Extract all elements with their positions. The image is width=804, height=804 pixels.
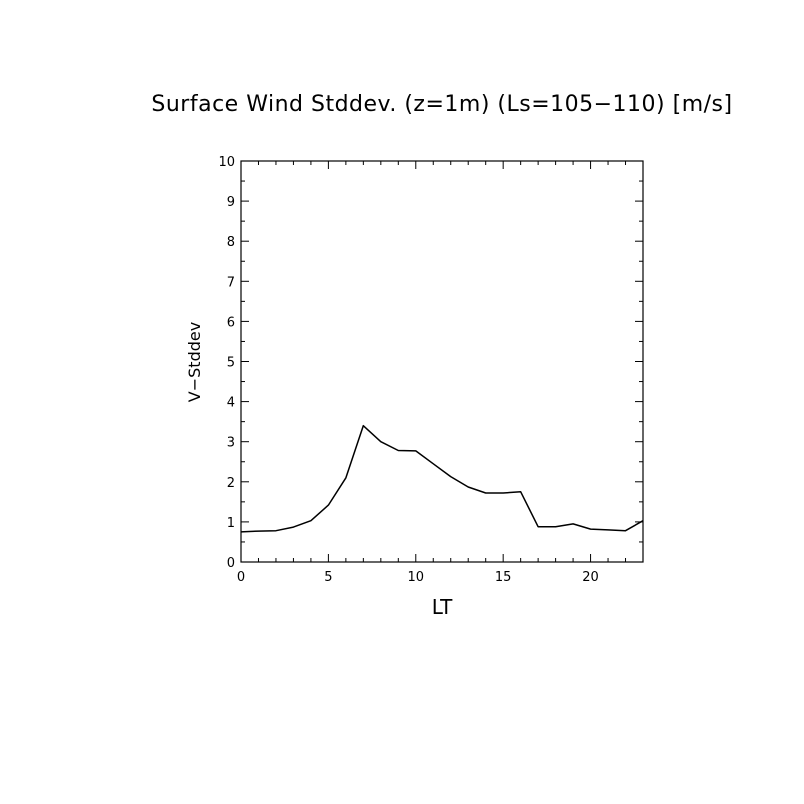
y-tick-label: 4 (227, 396, 235, 411)
y-axis-label: V−Stddev (185, 322, 204, 402)
x-tick-label: 10 (408, 570, 425, 585)
x-axis-label: LT (432, 595, 453, 619)
y-tick-label: 1 (227, 516, 235, 531)
x-tick-label: 15 (495, 570, 512, 585)
chart-title: Surface Wind Stddev. (z=1m) (Ls=105−110)… (151, 92, 732, 117)
plot-area: 0 5 10 15 20 0 1 2 3 4 5 6 7 8 9 10 (218, 155, 644, 585)
y-tick-label: 0 (227, 556, 235, 571)
y-tick-label: 7 (227, 275, 235, 290)
plot-frame (240, 160, 644, 563)
x-tick-label: 5 (324, 570, 332, 585)
x-tick-label: 0 (237, 570, 245, 585)
y-tick-label: 6 (227, 315, 235, 330)
y-tick-label: 2 (227, 476, 235, 491)
y-tick-label: 10 (218, 155, 235, 170)
x-tick-label: 20 (582, 570, 599, 585)
y-tick-label: 5 (227, 356, 235, 371)
y-tick-label: 9 (227, 195, 235, 210)
series-line (240, 424, 644, 533)
y-tick-label: 8 (227, 235, 235, 250)
y-tick-label: 3 (227, 436, 235, 451)
